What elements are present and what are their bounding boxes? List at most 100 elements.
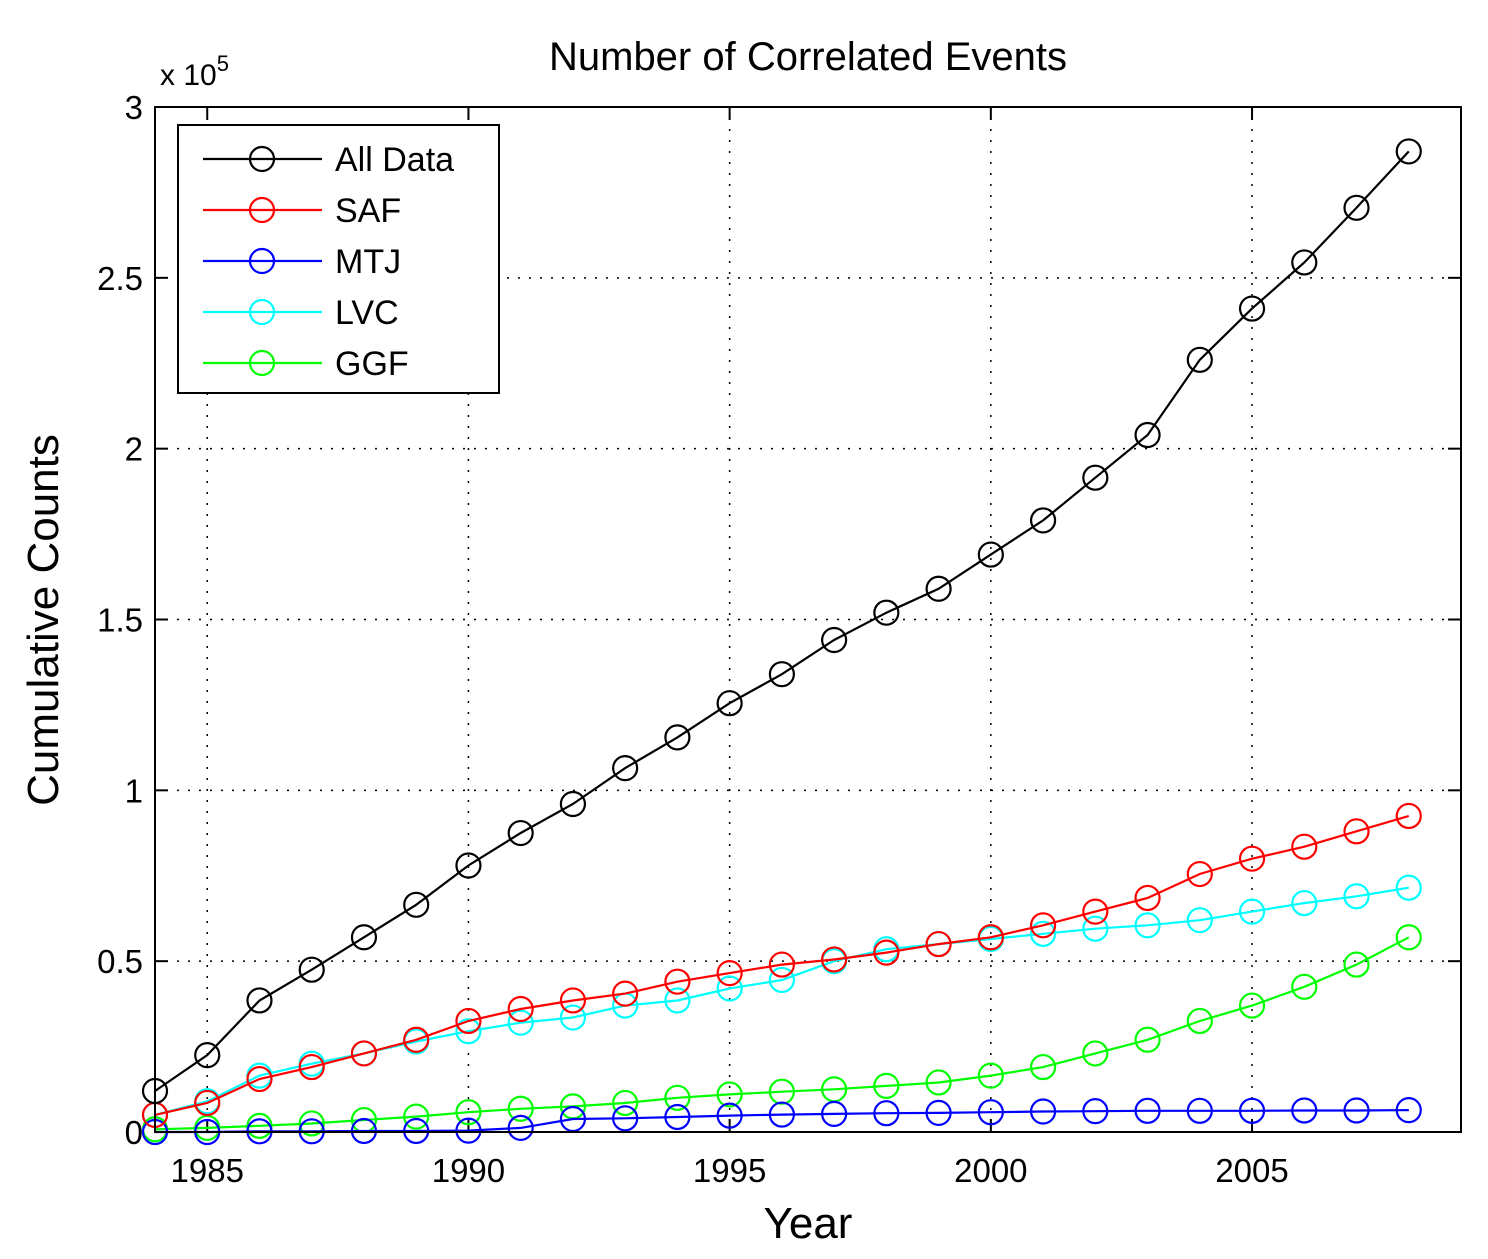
data-point-all-data — [1082, 464, 1109, 491]
data-point-all-data — [350, 924, 378, 951]
data-point-mtj — [507, 1114, 534, 1142]
data-point-saf — [925, 930, 952, 958]
data-point-ggf — [1082, 1040, 1109, 1067]
legend-label-ggf: GGF — [335, 345, 409, 383]
data-point-mtj — [1291, 1097, 1318, 1124]
data-point-saf — [350, 1040, 378, 1067]
data-point-lvc — [1238, 898, 1266, 925]
data-point-saf — [298, 1053, 325, 1081]
y-tick-label: 2.5 — [97, 260, 143, 297]
data-point-saf — [1186, 860, 1213, 888]
data-point-mtj — [664, 1103, 691, 1131]
data-point-all-data — [716, 690, 743, 717]
data-point-saf — [1291, 833, 1318, 860]
y-tick-label: 1 — [125, 772, 143, 809]
data-point-lvc — [768, 966, 795, 994]
legend-marker-ggf — [248, 349, 276, 377]
legend-marker-all-data — [248, 145, 276, 173]
data-point-lvc — [507, 1009, 534, 1036]
data-point-all-data — [194, 1042, 221, 1069]
data-point-all-data — [1238, 295, 1266, 322]
y-tick-labels: 0 0.5 1 1.5 2 2.5 3 — [97, 89, 143, 1151]
data-point-saf — [1395, 802, 1422, 830]
data-point-ggf — [1238, 992, 1266, 1019]
data-point-all-data — [873, 599, 900, 626]
data-point-all-data — [977, 541, 1004, 568]
data-point-all-data — [821, 626, 848, 654]
x-tick-label: 1990 — [432, 1152, 505, 1189]
data-point-ggf — [403, 1103, 430, 1130]
data-point-all-data — [1343, 194, 1370, 221]
data-point-mtj — [1395, 1097, 1422, 1124]
data-point-all-data — [403, 891, 430, 918]
series-lines — [141, 138, 1422, 1146]
chart-title: Number of Correlated Events — [549, 35, 1067, 79]
x-tick-label: 2000 — [954, 1152, 1027, 1189]
data-point-all-data — [507, 819, 534, 847]
data-point-lvc — [664, 987, 691, 1014]
y-tick-label: 2 — [125, 431, 143, 468]
data-point-lvc — [716, 975, 743, 1002]
data-point-ggf — [1029, 1053, 1057, 1081]
data-point-saf — [1238, 845, 1266, 872]
data-point-all-data — [246, 987, 273, 1014]
y-tick-label: 0 — [125, 1114, 143, 1151]
data-point-all-data — [1395, 138, 1422, 165]
data-point-mtj — [455, 1117, 482, 1144]
data-point-all-data — [768, 661, 795, 688]
y-axis-multiplier: x 105 — [160, 51, 229, 92]
data-point-all-data — [925, 575, 952, 602]
data-point-ggf — [768, 1078, 795, 1105]
data-point-ggf — [298, 1110, 325, 1137]
data-point-saf — [1343, 818, 1370, 845]
legend-marker-lvc — [248, 298, 276, 326]
data-point-all-data — [612, 755, 639, 782]
data-point-saf — [194, 1089, 221, 1117]
data-point-saf — [977, 924, 1004, 951]
data-point-all-data — [1134, 421, 1161, 449]
legend-box — [177, 124, 500, 394]
data-point-mtj — [1134, 1097, 1161, 1124]
data-point-saf — [873, 939, 900, 966]
data-point-saf — [403, 1026, 430, 1053]
data-point-all-data — [1291, 249, 1318, 276]
data-point-ggf — [716, 1081, 743, 1108]
series-line-all-data — [154, 150, 1410, 1092]
data-point-ggf — [925, 1069, 952, 1096]
legend-label-lvc: LVC — [335, 294, 399, 332]
data-point-all-data — [455, 852, 482, 879]
data-point-ggf — [977, 1062, 1004, 1089]
legend: All Data SAF MTJ LVC GGF — [177, 124, 500, 394]
data-point-all-data — [1186, 346, 1213, 373]
y-tick-label: 3 — [125, 89, 143, 126]
data-point-mtj — [1343, 1097, 1370, 1124]
data-point-all-data — [559, 790, 587, 818]
data-point-all-data — [298, 956, 325, 983]
data-point-lvc — [1343, 883, 1370, 910]
data-point-mtj — [403, 1117, 430, 1145]
data-point-mtj — [1029, 1098, 1057, 1125]
data-point-ggf — [246, 1112, 273, 1139]
series-line-saf — [154, 814, 1410, 1116]
y-axis-label: Cumulative Counts — [19, 434, 68, 806]
data-point-lvc — [455, 1018, 482, 1045]
data-point-lvc — [1395, 874, 1422, 901]
legend-label-all-data: All Data — [335, 141, 454, 179]
x-tick-label: 1995 — [693, 1152, 766, 1189]
data-point-saf — [559, 987, 587, 1014]
y-axis-multiplier-exponent: 5 — [217, 51, 229, 76]
data-point-lvc — [1082, 915, 1109, 942]
data-point-mtj — [873, 1100, 900, 1127]
y-axis-multiplier-base: x 10 — [160, 59, 217, 92]
data-point-mtj — [350, 1117, 378, 1145]
data-point-ggf — [455, 1099, 482, 1126]
data-point-ggf — [873, 1072, 900, 1099]
data-point-saf — [246, 1065, 273, 1093]
data-point-ggf — [507, 1095, 534, 1122]
data-point-lvc — [1186, 907, 1213, 934]
data-point-saf — [716, 960, 743, 987]
legend-marker-mtj — [248, 247, 276, 275]
data-point-mtj — [716, 1102, 743, 1129]
data-point-mtj — [1082, 1098, 1109, 1125]
